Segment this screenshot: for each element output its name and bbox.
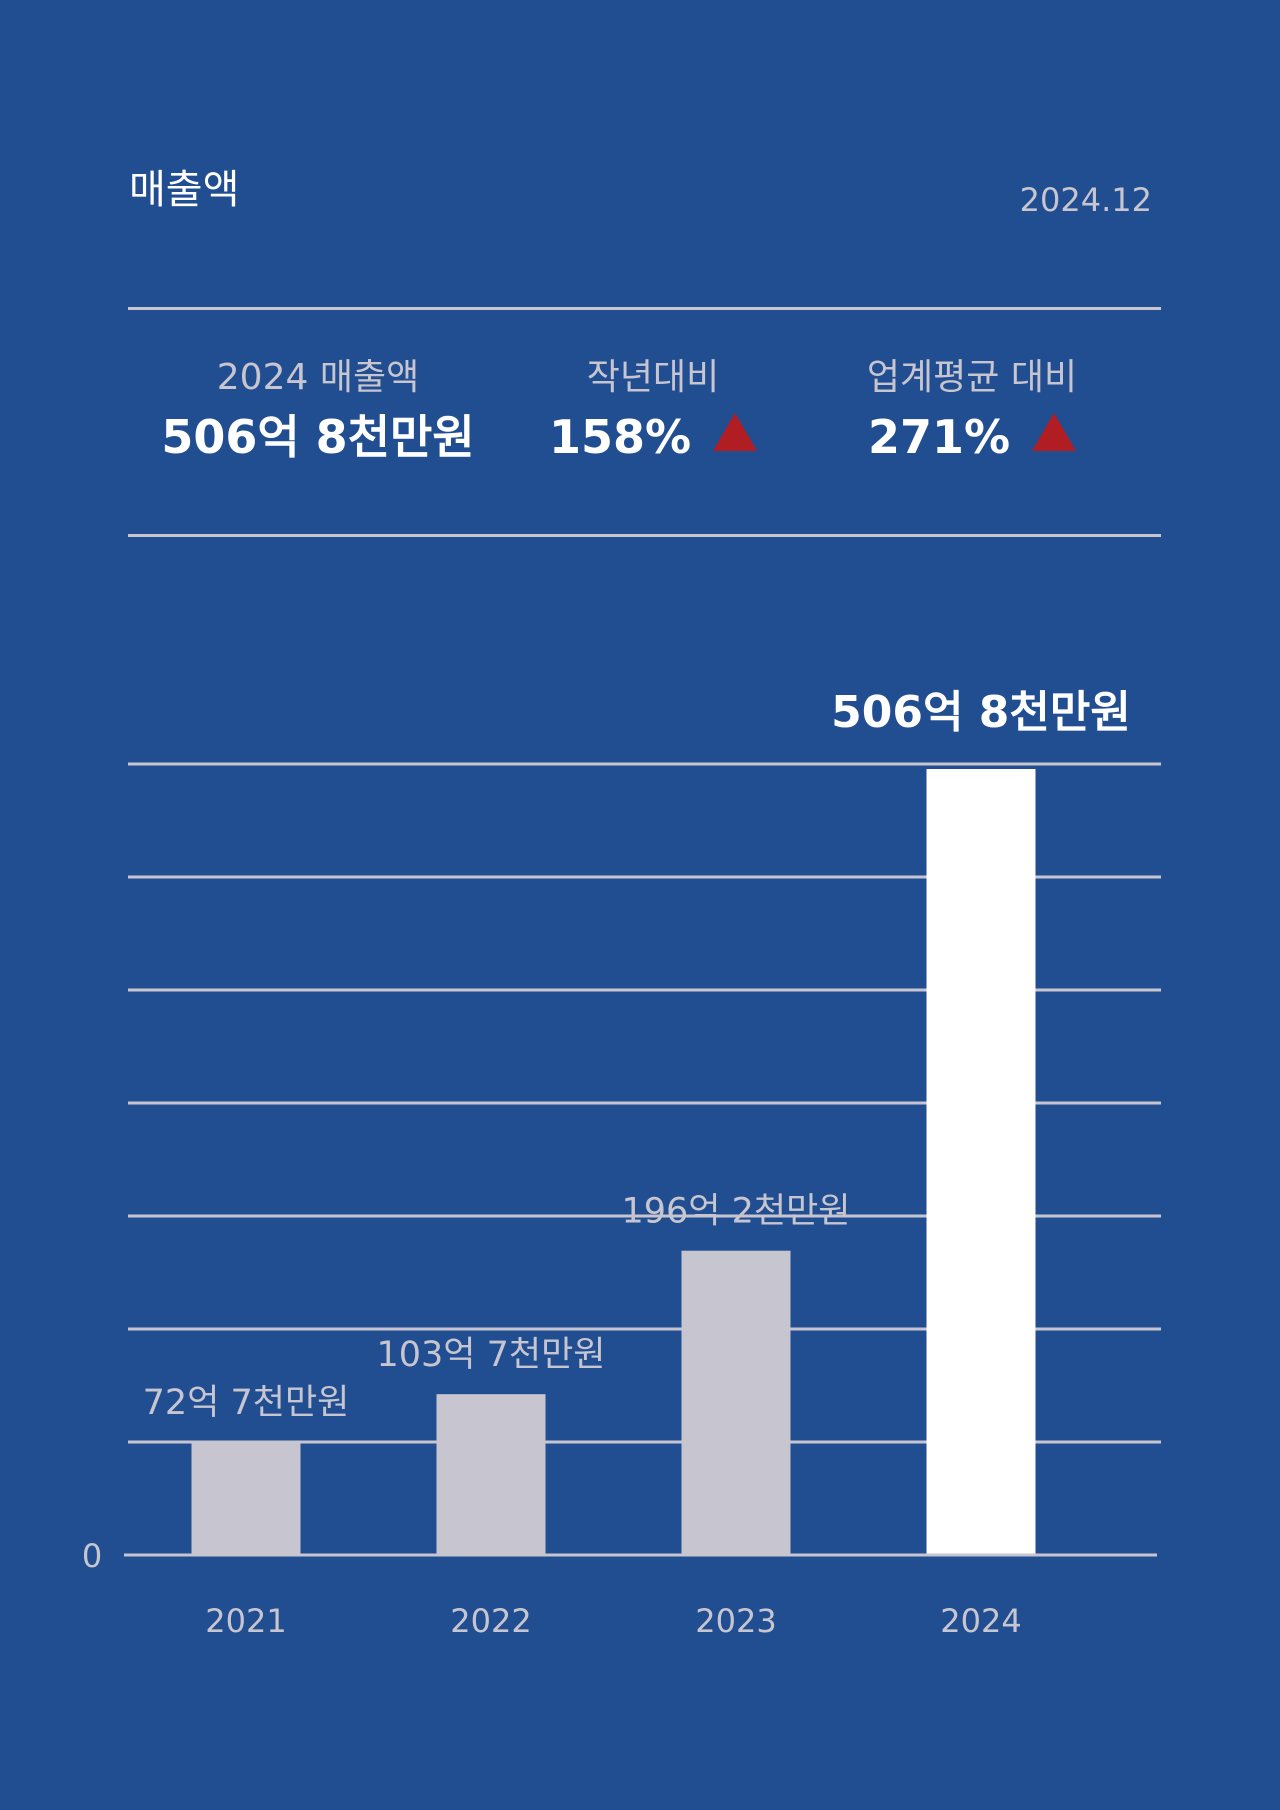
stat-revenue-value: 506억 8천만원: [161, 410, 475, 464]
stat-yoy: 작년대비 158%: [473, 355, 833, 467]
stat-industry-label: 업계평균 대비: [866, 357, 1078, 398]
up-triangle-icon: [713, 413, 758, 451]
x-tick-2022: 2022: [450, 1602, 531, 1640]
x-tick-2024: 2024: [940, 1602, 1021, 1640]
stat-revenue-label: 2024 매출액: [216, 357, 420, 398]
bottom-divider: [128, 534, 1161, 537]
data-label-2022: 103억 7천만원: [377, 1335, 606, 1375]
x-tick-2023: 2023: [695, 1602, 776, 1640]
y-tick-0: 0: [82, 1537, 102, 1575]
bar-2024: [926, 769, 1036, 1555]
report-date: 2024.12: [1019, 181, 1152, 219]
stat-industry: 업계평균 대비 271%: [792, 355, 1152, 467]
bar-2023: [681, 1250, 791, 1555]
data-label-2024: 506억 8천만원: [831, 687, 1131, 738]
x-tick-2021: 2021: [205, 1602, 286, 1640]
stat-yoy-value: 158%: [548, 410, 692, 464]
data-label-2023: 196억 2천만원: [622, 1192, 851, 1232]
bar-2021: [191, 1442, 301, 1555]
top-divider: [128, 307, 1161, 310]
stat-yoy-label: 작년대비: [586, 357, 720, 398]
stat-industry-value: 271%: [867, 410, 1011, 464]
page-title: 매출액: [129, 167, 240, 213]
stat-revenue: 2024 매출액 506억 8천만원: [138, 355, 498, 467]
bar-2022: [436, 1394, 546, 1555]
up-triangle-icon: [1032, 413, 1077, 451]
data-label-2021: 72억 7천만원: [143, 1383, 350, 1423]
